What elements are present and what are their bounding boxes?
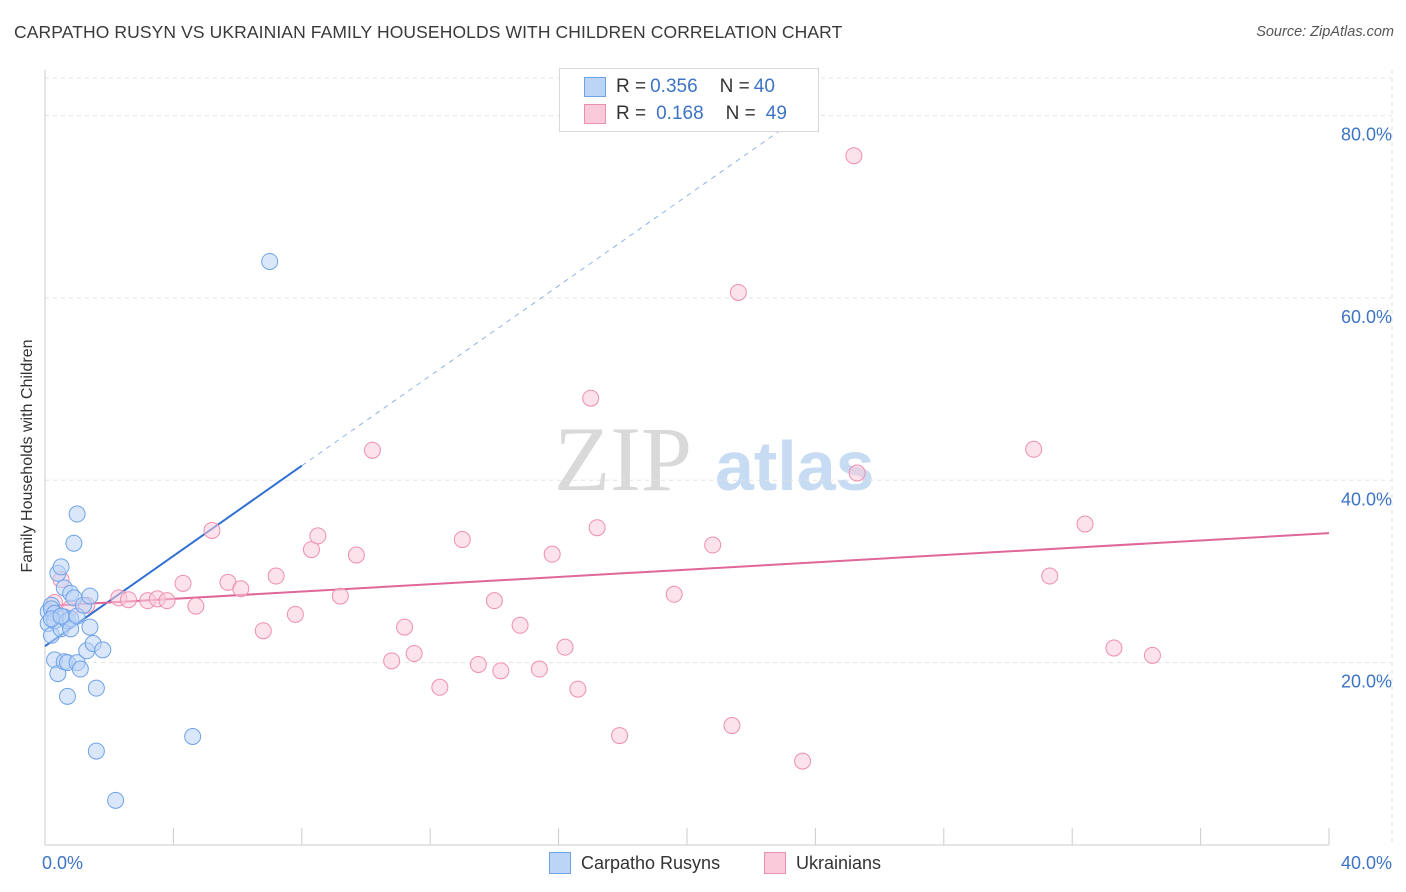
point-ukrainian: [1143, 646, 1161, 664]
point-ukrainian: [286, 605, 304, 623]
point-ukrainian: [309, 527, 327, 545]
point-ukrainian: [174, 574, 192, 592]
legend-r-label: R =: [616, 103, 647, 124]
point-ukrainian: [158, 592, 176, 610]
y-tick-label: 20.0%: [1341, 672, 1392, 692]
watermark: ZIP atlas: [554, 408, 875, 510]
legend-swatch-ukrainian: [584, 104, 606, 124]
axes: [44, 70, 1330, 846]
bottom-legend-swatch-rusyn: [549, 852, 571, 874]
point-rusyn: [58, 687, 76, 705]
point-rusyn: [65, 534, 83, 552]
y-tick-label: 40.0%: [1341, 489, 1392, 509]
legend-n-value: 40: [753, 76, 775, 97]
point-ukrainian: [704, 536, 722, 554]
point-ukrainian: [347, 546, 365, 564]
point-ukrainian: [469, 655, 487, 673]
point-ukrainian: [543, 545, 561, 563]
point-ukrainian: [363, 441, 381, 459]
watermark-zip: ZIP: [554, 408, 692, 510]
point-ukrainian: [848, 464, 866, 482]
tick-labels: 20.0% 40.0% 60.0% 80.0% 0.0% 40.0%: [42, 125, 1392, 873]
legend-row-rusyn: R = 0.356 N = 40: [584, 75, 775, 99]
grid-lines: [45, 70, 1393, 845]
point-ukrainian: [588, 519, 606, 537]
point-ukrainian: [556, 638, 574, 656]
point-ukrainian: [611, 727, 629, 745]
trend-line-rusyn-extension: [301, 127, 784, 467]
point-ukrainian: [396, 618, 414, 636]
point-ukrainian: [405, 645, 423, 663]
bottom-legend-rusyn: Carpatho Rusyns: [549, 852, 720, 874]
point-rusyn: [81, 618, 99, 636]
point-ukrainian: [232, 580, 250, 598]
point-ukrainian: [492, 662, 510, 680]
source-credit: Source: ZipAtlas.com: [1256, 24, 1394, 40]
point-ukrainian: [1076, 515, 1094, 533]
watermark-atlas: atlas: [715, 427, 875, 505]
point-ukrainian: [582, 389, 600, 407]
bottom-legend-label-rusyn: Carpatho Rusyns: [581, 852, 721, 873]
point-ukrainian: [569, 680, 587, 698]
point-ukrainian: [729, 283, 747, 301]
y-tick-label: 60.0%: [1341, 307, 1392, 327]
point-ukrainian: [383, 652, 401, 670]
point-ukrainian: [1041, 567, 1059, 585]
legend-n-value: 49: [765, 103, 787, 124]
point-ukrainian: [254, 622, 272, 640]
point-ukrainian: [1105, 639, 1123, 657]
point-ukrainian: [431, 678, 449, 696]
chart-title: CARPATHO RUSYN VS UKRAINIAN FAMILY HOUSE…: [14, 22, 843, 42]
point-ukrainian: [203, 521, 221, 539]
point-rusyn: [184, 728, 202, 745]
trend-line-ukrainian: [44, 532, 1330, 608]
point-ukrainian: [723, 717, 741, 735]
bottom-legend-label-ukrainian: Ukrainians: [796, 852, 882, 873]
x-tick-label: 40.0%: [1341, 853, 1392, 873]
point-ukrainian: [331, 587, 349, 605]
point-ukrainian: [511, 616, 529, 634]
legend-n-label: N =: [725, 103, 756, 124]
y-tick-label: 80.0%: [1341, 125, 1392, 145]
point-ukrainian: [845, 147, 863, 165]
legend-r-value: 0.168: [656, 103, 704, 124]
trend-lines: [44, 127, 1330, 648]
point-ukrainian: [665, 585, 683, 603]
point-rusyn: [87, 742, 105, 760]
point-rusyn: [52, 558, 70, 576]
point-ukrainian: [1025, 440, 1043, 458]
point-ukrainian: [794, 752, 812, 770]
legend-r-label: R =: [616, 76, 647, 97]
point-ukrainian: [302, 541, 320, 559]
legend-swatch-rusyn: [584, 77, 606, 97]
data-points: [39, 147, 1161, 809]
point-rusyn: [107, 791, 125, 809]
point-rusyn: [81, 587, 99, 605]
x-tick-label: 0.0%: [42, 853, 83, 873]
point-rusyn: [68, 505, 86, 523]
point-ukrainian: [453, 531, 471, 549]
point-rusyn: [87, 679, 105, 697]
point-ukrainian: [119, 591, 137, 609]
legend-n-label: N =: [719, 76, 750, 97]
point-ukrainian: [485, 592, 503, 610]
bottom-legend-ukrainian: Ukrainians: [764, 852, 881, 874]
point-rusyn: [52, 607, 70, 625]
legend-r-value: 0.356: [650, 76, 698, 97]
point-rusyn: [94, 641, 112, 659]
point-ukrainian: [187, 597, 205, 615]
point-rusyn: [71, 660, 89, 678]
legend: R = 0.356 N = 40 R = 0.168 N = 49: [559, 68, 819, 132]
bottom-legend-swatch-ukrainian: [764, 852, 786, 874]
legend-row-ukrainian: R = 0.168 N = 49: [584, 102, 787, 126]
point-rusyn: [261, 252, 279, 270]
point-ukrainian: [267, 567, 285, 585]
trend-line-rusyn: [44, 464, 303, 648]
point-ukrainian: [530, 660, 548, 678]
